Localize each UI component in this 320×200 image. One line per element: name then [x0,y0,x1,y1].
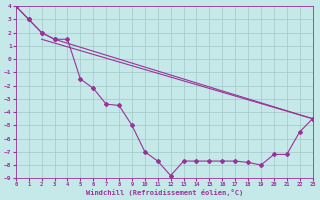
X-axis label: Windchill (Refroidissement éolien,°C): Windchill (Refroidissement éolien,°C) [85,189,243,196]
